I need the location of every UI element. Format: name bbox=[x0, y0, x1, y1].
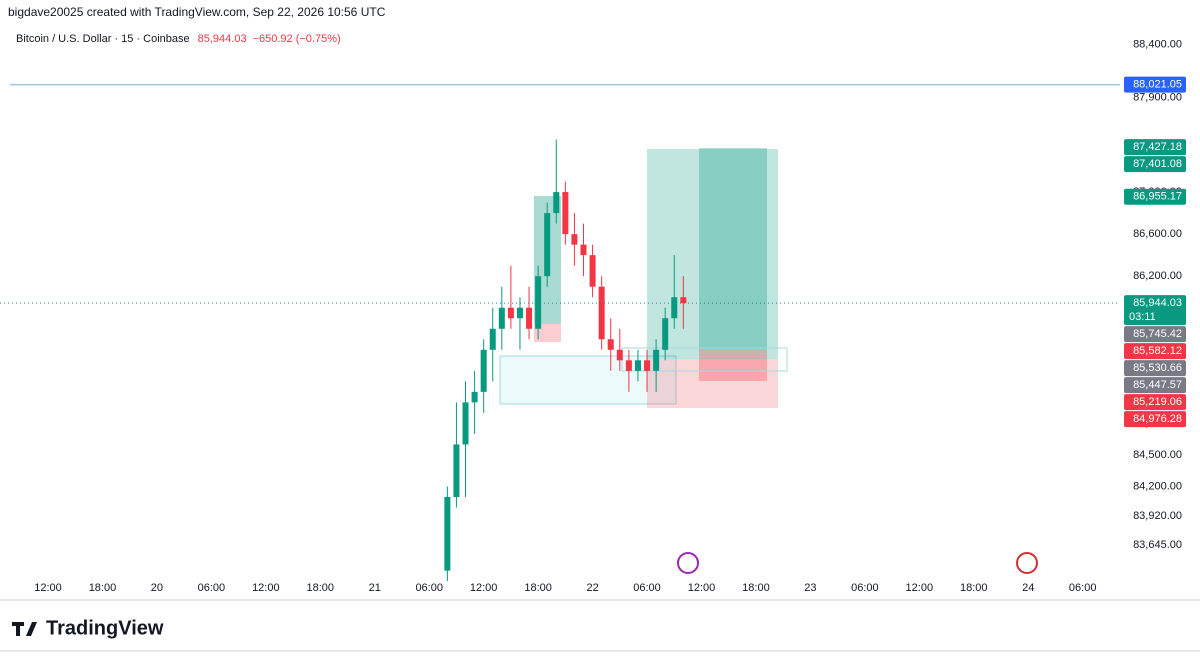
candle-body bbox=[634, 360, 641, 371]
price-label-bg bbox=[1124, 295, 1186, 326]
logo-mark bbox=[12, 622, 37, 636]
header-change: −650.92 (−0.75%) bbox=[253, 33, 341, 45]
y-tick-label: 83,920.00 bbox=[1133, 510, 1182, 522]
y-tick-label: 83,645.00 bbox=[1133, 539, 1182, 551]
price-label: 88,021.05 bbox=[1133, 79, 1182, 91]
price-label-bg bbox=[1124, 343, 1186, 360]
x-tick-label: 22 bbox=[586, 582, 598, 594]
candle-body bbox=[644, 360, 651, 371]
x-tick-label: 18:00 bbox=[742, 582, 770, 594]
price-label-bg bbox=[1124, 139, 1186, 156]
symbol[interactable]: Bitcoin / U.S. Dollar · 15 · Coinbase bbox=[16, 33, 190, 45]
x-tick-label: 18:00 bbox=[89, 582, 117, 594]
candle-body bbox=[489, 328, 496, 350]
x-tick-label: 06:00 bbox=[633, 582, 661, 594]
price-label-bg bbox=[1124, 326, 1186, 343]
x-tick-label: 24 bbox=[1022, 582, 1034, 594]
price-label: 85,219.06 bbox=[1133, 396, 1182, 408]
price-label: 86,955.17 bbox=[1133, 191, 1182, 203]
candle-body bbox=[680, 297, 687, 304]
candle-body bbox=[535, 276, 542, 329]
candle-body bbox=[507, 307, 514, 319]
candle-body bbox=[462, 402, 469, 445]
price-label-bg bbox=[1124, 394, 1186, 411]
credit: bigdave20025 created with TradingView.co… bbox=[8, 5, 386, 19]
price-label-bg bbox=[1124, 377, 1186, 394]
x-tick-label: 06:00 bbox=[198, 582, 226, 594]
x-tick-label: 12:00 bbox=[688, 582, 716, 594]
candle-body bbox=[516, 307, 523, 319]
y-tick-label: 86,600.00 bbox=[1133, 228, 1182, 240]
y-tick-label: 87,900.00 bbox=[1133, 91, 1182, 103]
x-tick-label: 12:00 bbox=[34, 582, 62, 594]
price-label: 84,976.28 bbox=[1133, 413, 1182, 425]
x-tick-label: 12:00 bbox=[906, 582, 934, 594]
candle-body bbox=[662, 318, 669, 350]
x-tick-label: 12:00 bbox=[470, 582, 498, 594]
candle-body bbox=[544, 213, 551, 277]
candle-body bbox=[598, 286, 605, 340]
position-target-2[interactable] bbox=[699, 148, 767, 349]
candle-body bbox=[471, 391, 478, 403]
candle-body bbox=[625, 360, 632, 371]
y-tick-label: 84,500.00 bbox=[1133, 449, 1182, 461]
price-label-bg bbox=[1124, 411, 1186, 428]
candle-body bbox=[480, 349, 487, 392]
price-label-bg bbox=[1124, 188, 1186, 205]
header-price: 85,944.03 bbox=[198, 33, 247, 45]
x-tick-label: 18:00 bbox=[524, 582, 552, 594]
x-tick-label: 06:00 bbox=[415, 582, 443, 594]
price-label-bg bbox=[1124, 156, 1186, 173]
x-tick-label: 23 bbox=[804, 582, 816, 594]
price-label: 85,530.66 bbox=[1133, 362, 1182, 374]
x-tick-label: 21 bbox=[369, 582, 381, 594]
candle-body bbox=[562, 192, 569, 235]
event-icon[interactable] bbox=[677, 552, 699, 574]
candle-body bbox=[589, 255, 596, 287]
x-tick-label: 18:00 bbox=[307, 582, 335, 594]
price-label-bg bbox=[1124, 360, 1186, 377]
candle-body bbox=[653, 349, 660, 371]
price-label: 85,582.12 bbox=[1133, 345, 1182, 357]
candle-body bbox=[616, 349, 623, 361]
x-tick-label: 20 bbox=[151, 582, 163, 594]
price-label: 87,427.18 bbox=[1133, 141, 1182, 153]
x-tick-label: 18:00 bbox=[960, 582, 988, 594]
price-label: 87,401.08 bbox=[1133, 158, 1182, 170]
candle-body bbox=[526, 307, 533, 329]
position-stop[interactable] bbox=[647, 359, 778, 408]
candle-body bbox=[498, 307, 505, 329]
x-tick-label: 12:00 bbox=[252, 582, 280, 594]
flag-icon[interactable] bbox=[1016, 552, 1038, 574]
price-label: 85,944.03 bbox=[1133, 297, 1182, 309]
candle-body bbox=[553, 192, 560, 214]
logo-text[interactable]: TradingView bbox=[46, 617, 164, 639]
candle-body bbox=[571, 234, 578, 245]
y-tick-label: 88,400.00 bbox=[1133, 39, 1182, 51]
position-stop-2[interactable] bbox=[699, 349, 767, 381]
position-target[interactable] bbox=[647, 149, 778, 359]
candle-body bbox=[580, 244, 587, 256]
candle-body bbox=[453, 444, 460, 498]
candle-body bbox=[671, 297, 678, 319]
price-label-bg bbox=[1124, 76, 1186, 93]
price-label: 85,745.42 bbox=[1133, 328, 1182, 340]
y-tick-label: 86,200.00 bbox=[1133, 270, 1182, 282]
countdown: 03:11 bbox=[1129, 311, 1156, 323]
x-tick-label: 06:00 bbox=[851, 582, 879, 594]
candle-body bbox=[607, 339, 614, 350]
price-label: 85,447.57 bbox=[1133, 379, 1182, 391]
y-tick-label: 84,200.00 bbox=[1133, 480, 1182, 492]
candle-body bbox=[444, 497, 451, 571]
x-tick-label: 06:00 bbox=[1069, 582, 1097, 594]
